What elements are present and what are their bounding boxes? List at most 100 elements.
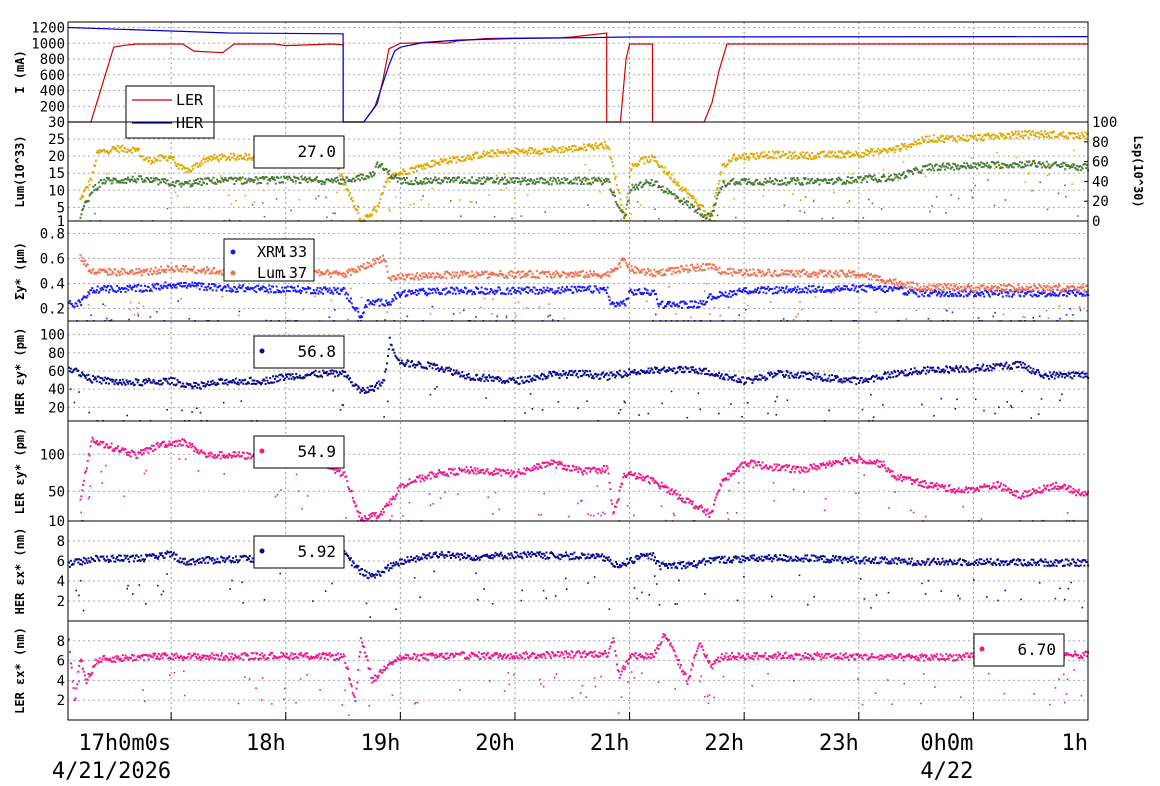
data-point (373, 175, 375, 177)
data-point (404, 279, 406, 281)
data-point (718, 272, 720, 274)
data-point (473, 157, 475, 159)
data-point (785, 270, 787, 272)
data-point (387, 271, 389, 273)
data-point (94, 184, 96, 186)
data-point (464, 271, 466, 273)
data-point (983, 296, 985, 298)
data-point (487, 151, 489, 153)
data-point (1077, 286, 1079, 288)
data-point (111, 287, 113, 289)
data-point (1002, 290, 1004, 292)
data-point (822, 270, 824, 272)
data-point (1045, 133, 1047, 135)
data-point (158, 380, 160, 382)
data-point (920, 172, 922, 174)
data-point (833, 155, 835, 157)
data-point (259, 289, 261, 291)
data-point (988, 294, 990, 296)
data-point (466, 157, 468, 159)
data-point (916, 283, 918, 285)
data-point (153, 287, 155, 289)
data-point (745, 287, 747, 289)
data-point (179, 285, 181, 287)
data-point (602, 182, 604, 184)
data-point (774, 151, 776, 153)
y2-tick-label: 40 (1092, 174, 1109, 190)
data-point (990, 137, 992, 139)
data-point (220, 175, 222, 177)
data-point (486, 271, 488, 273)
data-point (983, 166, 985, 168)
data-point (134, 314, 136, 316)
data-point (775, 292, 777, 294)
data-point (638, 184, 640, 186)
data-point (794, 287, 796, 289)
data-point (565, 148, 567, 150)
data-point (918, 139, 920, 141)
data-point (280, 291, 282, 293)
data-point (116, 274, 118, 276)
data-point (384, 186, 386, 188)
data-point (413, 279, 415, 281)
data-point (535, 277, 537, 279)
data-point (656, 162, 658, 164)
data-point (158, 179, 160, 181)
data-point (1081, 132, 1083, 134)
data-point (942, 286, 944, 288)
data-point (774, 288, 776, 290)
data-point (958, 135, 960, 137)
data-point (420, 180, 422, 182)
data-point (846, 153, 848, 155)
data-point (421, 183, 423, 185)
legend-value: 27.0 (297, 142, 336, 161)
data-point (349, 270, 351, 272)
data-point (372, 300, 374, 302)
data-point (481, 287, 483, 289)
data-point (138, 315, 140, 317)
data-point (180, 282, 182, 284)
data-point (985, 165, 987, 167)
data-point (224, 156, 226, 158)
data-point (570, 180, 572, 182)
data-point (254, 201, 256, 203)
data-point (839, 178, 841, 180)
y-tick-label: 100 (40, 328, 65, 344)
data-point (719, 173, 721, 175)
data-point (174, 185, 176, 187)
data-point (418, 293, 420, 295)
data-point (122, 145, 124, 147)
data-point (378, 262, 380, 264)
data-point (325, 197, 327, 199)
data-point (156, 311, 158, 313)
data-point (453, 181, 455, 183)
data-point (664, 274, 666, 276)
data-point (689, 270, 691, 272)
data-point (432, 292, 434, 294)
y-tick-label: 15 (48, 166, 65, 182)
data-point (510, 152, 512, 154)
data-point (721, 186, 723, 188)
data-point (269, 288, 271, 290)
data-point (97, 188, 99, 190)
data-point (294, 177, 296, 179)
data-point (387, 304, 389, 306)
data-point (627, 193, 629, 195)
data-point (875, 311, 877, 313)
data-point (926, 165, 928, 167)
data-point (541, 177, 543, 179)
data-point (439, 274, 441, 276)
data-point (653, 290, 655, 292)
data-point (665, 191, 667, 193)
data-point (1059, 285, 1061, 287)
data-point (947, 167, 949, 169)
data-point (190, 285, 192, 287)
data-point (741, 269, 743, 271)
data-point (1032, 317, 1034, 319)
data-point (374, 260, 376, 262)
data-point (794, 151, 796, 153)
data-point (803, 291, 805, 293)
data-point (137, 381, 139, 383)
data-point (301, 175, 303, 177)
data-point (420, 275, 422, 277)
